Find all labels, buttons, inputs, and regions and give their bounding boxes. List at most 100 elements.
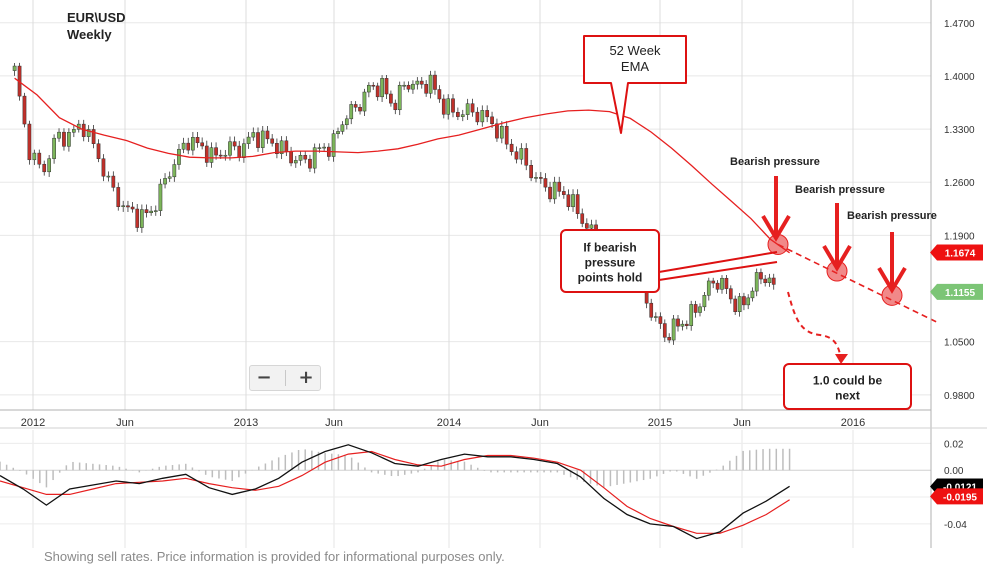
candle-body	[284, 140, 289, 152]
candle-body	[71, 129, 76, 133]
candle-body	[711, 280, 716, 284]
candle-body	[767, 277, 772, 283]
candle-body	[680, 323, 685, 327]
candle-body	[715, 282, 720, 290]
candle-body	[52, 137, 56, 159]
candle-body	[397, 84, 402, 111]
candle-body	[214, 147, 218, 156]
candle-body	[204, 145, 209, 163]
price-marker-label: 1.1674	[945, 249, 976, 260]
candle-body	[96, 143, 101, 159]
candle-body	[57, 131, 61, 139]
candle-body	[270, 138, 275, 144]
candle-body	[232, 141, 237, 147]
candle-body	[275, 143, 279, 154]
x-tick-label: 2015	[648, 417, 672, 429]
candle-body	[548, 186, 552, 200]
macd-tick-label: 0.02	[944, 439, 964, 450]
candle-body	[746, 297, 751, 306]
candle-body	[322, 146, 326, 149]
candle-body	[153, 210, 158, 212]
candle-body	[195, 137, 200, 144]
y-tick-label: 1.3300	[944, 125, 975, 136]
candle-body	[475, 111, 480, 123]
candle-body	[340, 124, 345, 132]
candle-body	[720, 277, 724, 290]
candle-body	[91, 129, 96, 144]
candle-body	[279, 140, 284, 154]
bearish-arrow-head	[822, 244, 852, 272]
candle-body	[336, 131, 340, 135]
candle-body	[437, 89, 442, 100]
candle-body	[441, 98, 446, 115]
zoom-out-button[interactable]: −	[256, 367, 272, 388]
ema-path	[14, 77, 790, 254]
candle-body	[228, 141, 232, 156]
candle-body	[750, 290, 755, 299]
candle-body	[140, 209, 144, 228]
candle-body	[308, 158, 312, 169]
x-tick-label: 2016	[841, 417, 865, 429]
candle-body	[289, 151, 293, 164]
hold-callout-box	[560, 229, 660, 293]
x-tick-label: 2014	[437, 417, 461, 429]
candle-body	[312, 147, 317, 169]
candle-body	[186, 142, 191, 151]
candle-body	[22, 95, 27, 125]
candle-body	[86, 129, 91, 137]
bearish-pressure-label: Bearish pressure	[795, 184, 885, 196]
candle-body	[293, 160, 298, 164]
candle-body	[367, 84, 371, 93]
macd-marker-label: -0.0195	[943, 492, 977, 503]
macd-panel	[0, 442, 931, 540]
candle-body	[524, 148, 529, 166]
candle-body	[415, 80, 420, 85]
x-tick-label: 2013	[234, 417, 258, 429]
candle-body	[260, 130, 265, 148]
candle-body	[671, 318, 676, 341]
x-tick-label: Jun	[116, 417, 134, 429]
macd-line	[0, 444, 790, 540]
candle-body	[172, 164, 177, 178]
bearish-arrow-head	[877, 266, 907, 294]
candle-body	[37, 152, 42, 165]
titles: EUR\USD Weekly	[67, 10, 126, 42]
x-tick-label: Jun	[733, 417, 751, 429]
candle-body	[116, 187, 121, 207]
candle-body	[676, 318, 680, 327]
candle-body	[126, 205, 130, 208]
ema-callout-box	[583, 35, 687, 134]
candle-body	[389, 93, 393, 104]
zoom-in-button[interactable]: +	[298, 367, 314, 388]
candle-body	[144, 209, 149, 214]
hold-callout-text: pressure	[585, 256, 636, 270]
candle-body	[514, 151, 519, 160]
candle-body	[667, 337, 672, 341]
y-tick-label: 0.9800	[944, 391, 975, 402]
candle-body	[433, 74, 437, 90]
candle-body	[167, 176, 172, 179]
candle-body	[265, 130, 270, 140]
candle-body	[759, 272, 763, 280]
candle-body	[331, 133, 336, 157]
zoom-separator	[284, 370, 286, 386]
candle-body	[298, 155, 303, 161]
candle-body	[702, 295, 707, 308]
candle-body	[130, 206, 135, 210]
candle-body	[256, 132, 260, 148]
macd-tick-label: 0.00	[944, 466, 964, 477]
bearish-trendline	[767, 233, 939, 364]
candle-body	[653, 316, 658, 318]
chart-subtitle: Weekly	[67, 27, 112, 42]
ema-callout-text: EMA	[621, 59, 650, 74]
candle-body	[446, 98, 451, 115]
candle-body	[242, 143, 246, 158]
candle-body	[246, 136, 251, 144]
candle-body	[402, 84, 406, 87]
bearish-pressure-label: Bearish pressure	[847, 210, 937, 222]
macd-marker-label: -0.0121	[943, 482, 977, 493]
candle-body	[362, 91, 367, 112]
candle-body	[32, 152, 37, 161]
plot-area	[0, 0, 931, 410]
candle-body	[499, 126, 504, 139]
